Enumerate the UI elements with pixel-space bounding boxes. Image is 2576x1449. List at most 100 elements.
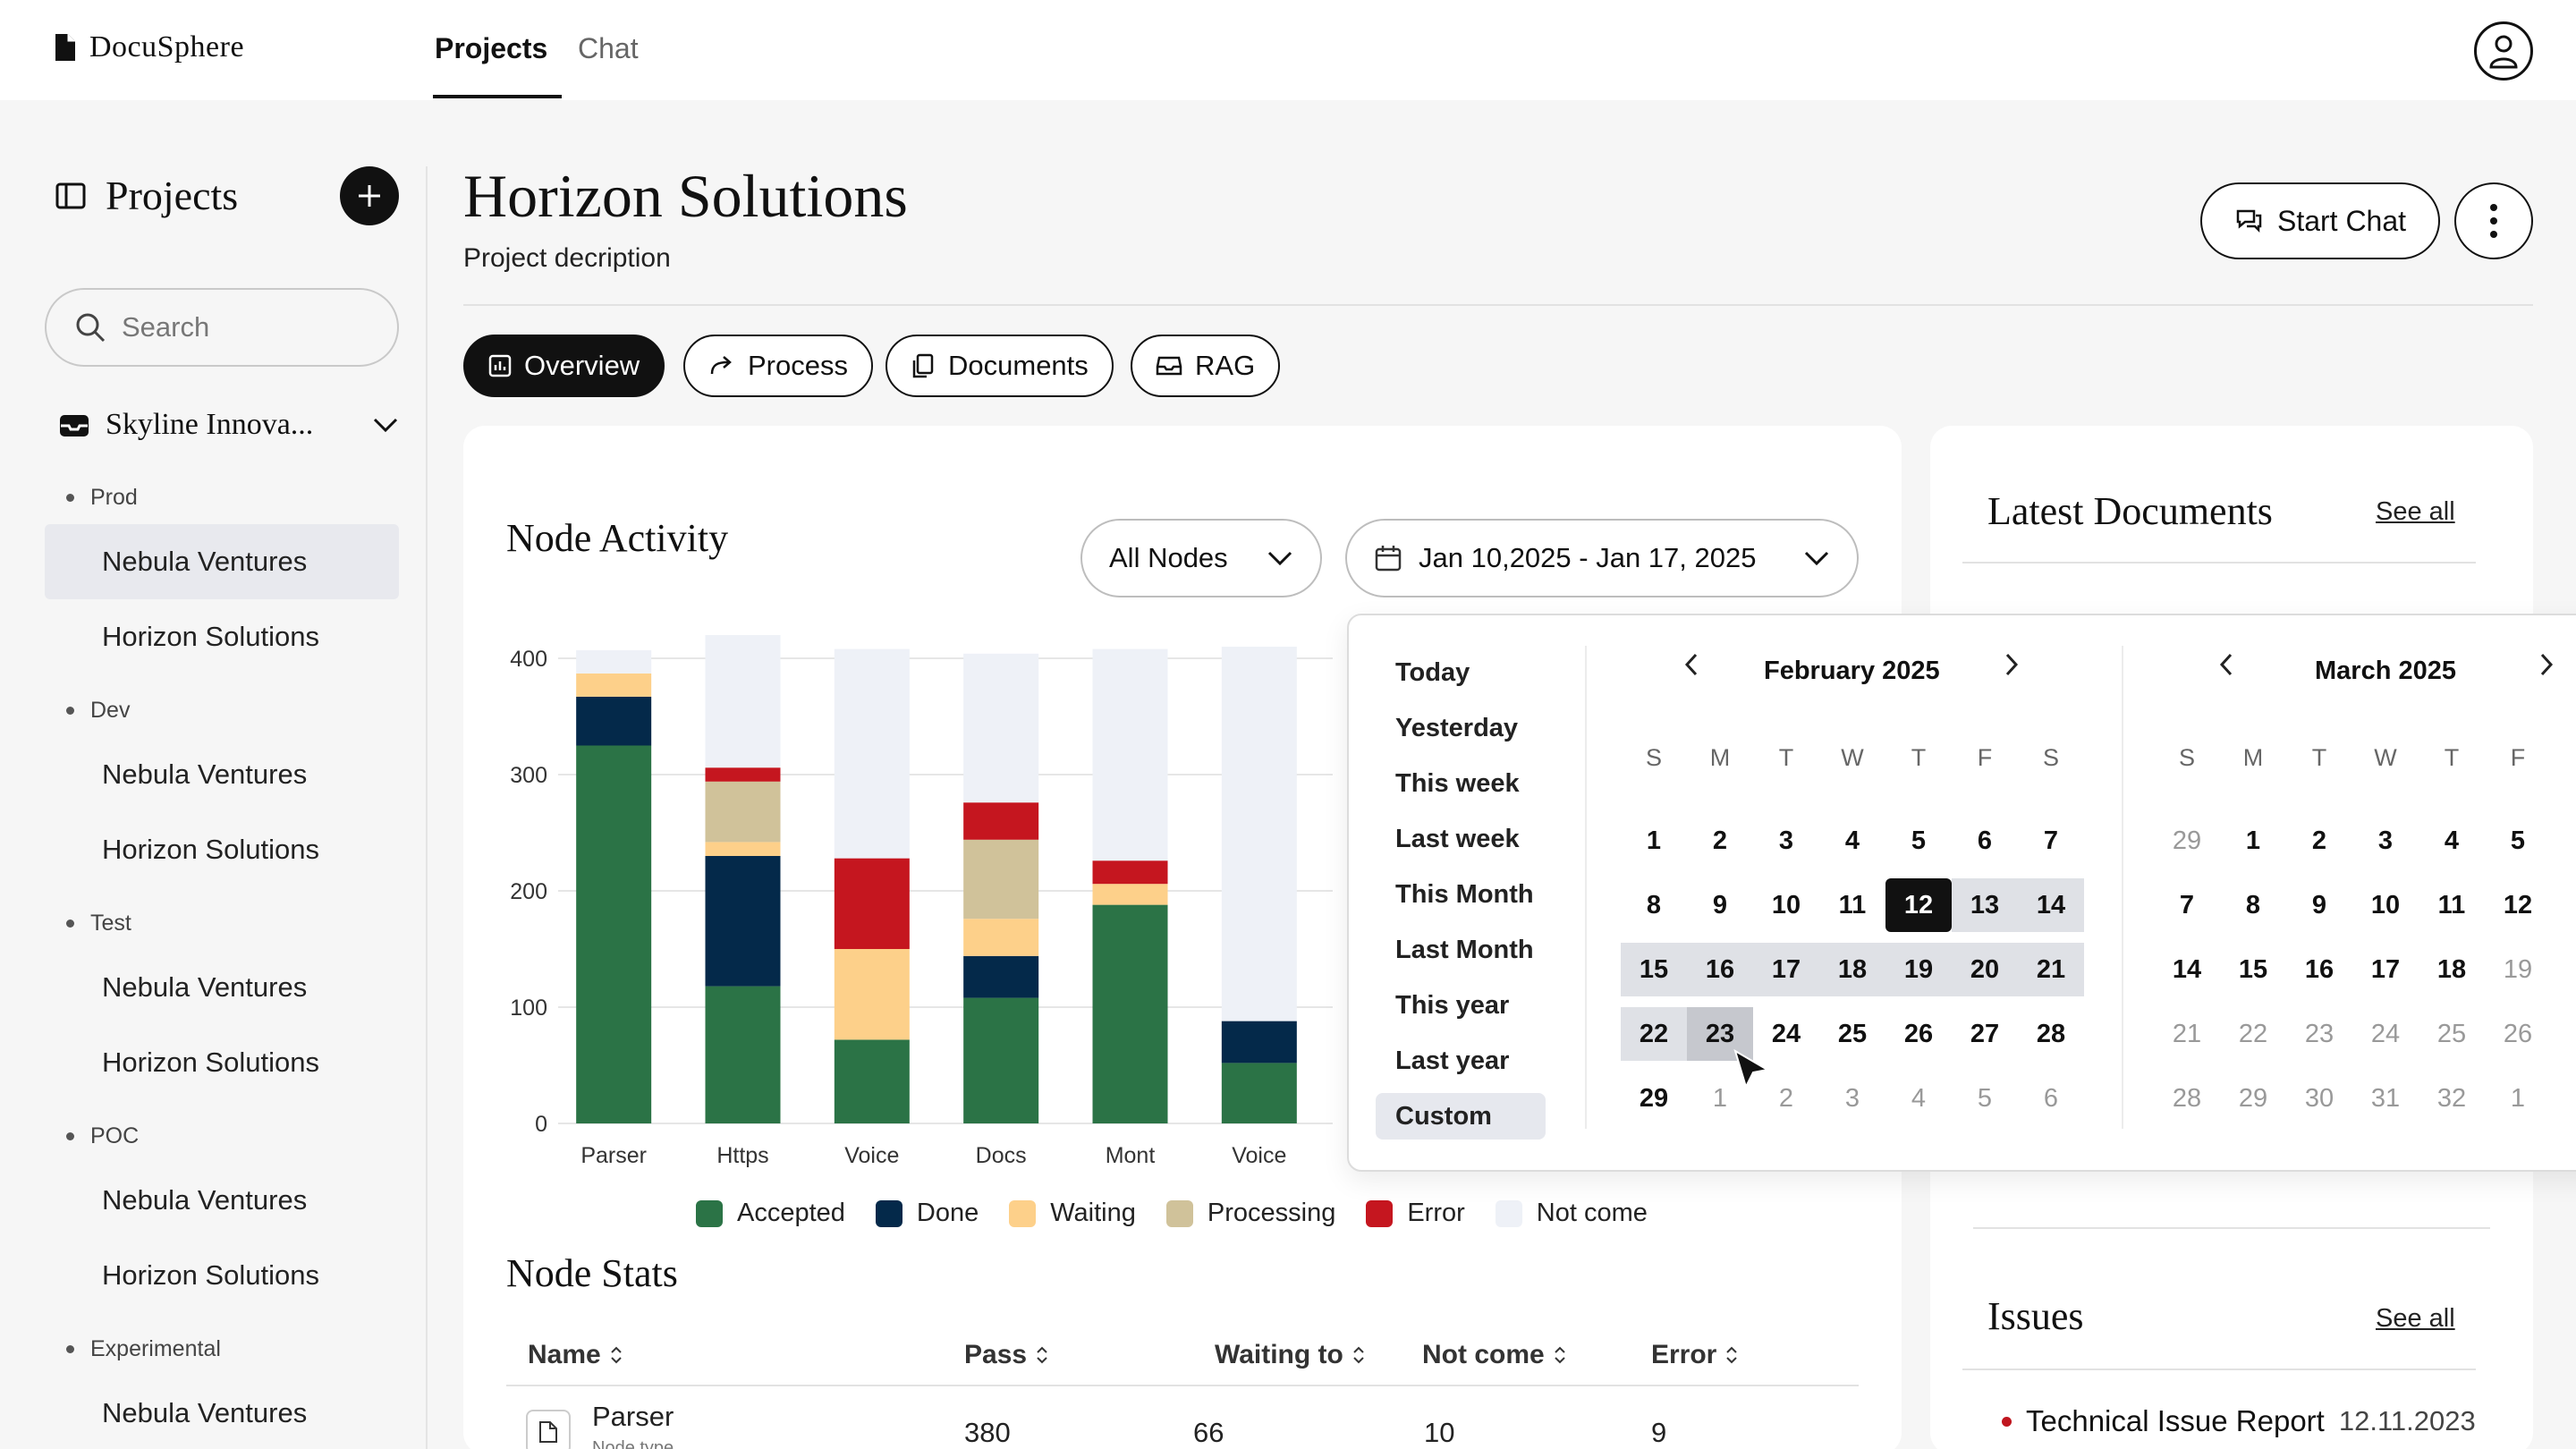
preset-custom[interactable]: Custom: [1376, 1093, 1546, 1140]
calendar-day-disabled[interactable]: 24: [2370, 1019, 2401, 1048]
preset-today[interactable]: Today: [1395, 657, 1470, 687]
legend-item[interactable]: Not come: [1495, 1199, 1648, 1228]
add-project-button[interactable]: [340, 166, 399, 225]
calendar-day[interactable]: 11: [2437, 890, 2466, 919]
calendar-day-in-range[interactable]: 19: [1885, 943, 1952, 996]
calendar-day-outside-month[interactable]: 4: [1911, 1083, 1927, 1113]
calendar-day[interactable]: 4: [1844, 826, 1860, 855]
calendar-day[interactable]: 24: [1771, 1019, 1801, 1048]
calendar-day-disabled[interactable]: 19: [2503, 954, 2533, 984]
calendar-day[interactable]: 2: [1712, 826, 1728, 855]
calendar-day[interactable]: 3: [2377, 826, 2394, 855]
calendar-day-disabled[interactable]: 1: [2510, 1083, 2526, 1113]
calendar-day[interactable]: 5: [1911, 826, 1927, 855]
sidebar-item-nebula-ventures[interactable]: Nebula Ventures: [102, 971, 308, 1003]
sidebar-item-horizon-solutions[interactable]: Horizon Solutions: [102, 1046, 319, 1078]
tab-projects[interactable]: Projects: [435, 32, 548, 64]
issue-item[interactable]: Technical Issue Report 12.11.2023: [2002, 1404, 2476, 1438]
calendar-day-in-range[interactable]: 20: [1952, 943, 2018, 996]
row-name[interactable]: Parser: [592, 1401, 674, 1432]
calendar-day[interactable]: 7: [2043, 826, 2059, 855]
sidebar-item-horizon-solutions[interactable]: Horizon Solutions: [102, 834, 319, 865]
workspace-selector[interactable]: Skyline Innova...: [59, 408, 399, 442]
calendar-day[interactable]: 2: [2311, 826, 2327, 855]
next-month-button[interactable]: [2002, 651, 2021, 678]
latest-documents-see-all-link[interactable]: See all: [2376, 497, 2455, 526]
sidebar-item-horizon-solutions[interactable]: Horizon Solutions: [102, 621, 319, 652]
tab-documents[interactable]: Documents: [886, 335, 1114, 397]
issues-see-all-link[interactable]: See all: [2376, 1304, 2455, 1333]
column-header-name[interactable]: Name: [528, 1340, 623, 1370]
legend-item[interactable]: Error: [1366, 1199, 1465, 1228]
preset-yesterday[interactable]: Yesterday: [1395, 713, 1519, 742]
calendar-day[interactable]: 18: [2436, 954, 2467, 984]
calendar-day-hovered[interactable]: 23: [1687, 1007, 1753, 1061]
calendar-day-disabled[interactable]: 22: [2238, 1019, 2268, 1048]
calendar-day[interactable]: 14: [2172, 954, 2202, 984]
calendar-day-disabled[interactable]: 23: [2304, 1019, 2334, 1048]
calendar-day[interactable]: 1: [2245, 826, 2261, 855]
calendar-day-in-range[interactable]: 16: [1687, 943, 1753, 996]
calendar-day-disabled[interactable]: 26: [2503, 1019, 2533, 1048]
calendar-day-outside-month[interactable]: 2: [1778, 1083, 1794, 1113]
preset-this-month[interactable]: This Month: [1395, 879, 1534, 909]
calendar-day[interactable]: 6: [1977, 826, 1993, 855]
calendar-day-outside-month[interactable]: 5: [1977, 1083, 1993, 1113]
calendar-day-outside-month[interactable]: 1: [1712, 1083, 1728, 1113]
calendar-day-outside-month[interactable]: 6: [2043, 1083, 2059, 1113]
calendar-day-in-range[interactable]: 14: [2018, 878, 2084, 932]
sidebar-item-horizon-solutions[interactable]: Horizon Solutions: [102, 1259, 319, 1291]
calendar-day[interactable]: 12: [2503, 890, 2533, 919]
sidebar-item-nebula-ventures[interactable]: Nebula Ventures: [102, 1184, 308, 1216]
calendar-day[interactable]: 27: [1970, 1019, 2000, 1048]
calendar-day-in-range[interactable]: 21: [2018, 943, 2084, 996]
next-month-button[interactable]: [2537, 651, 2556, 678]
calendar-day-disabled[interactable]: 31: [2370, 1083, 2401, 1113]
calendar-day-disabled[interactable]: 25: [2436, 1019, 2467, 1048]
calendar-day-disabled[interactable]: 30: [2304, 1083, 2334, 1113]
user-avatar-button[interactable]: [2474, 21, 2533, 80]
calendar-day[interactable]: 28: [2036, 1019, 2066, 1048]
preset-last-month[interactable]: Last Month: [1395, 935, 1534, 964]
calendar-day-disabled[interactable]: 21: [2172, 1019, 2202, 1048]
calendar-day[interactable]: 17: [2370, 954, 2401, 984]
search-input[interactable]: [122, 311, 372, 343]
calendar-day[interactable]: 26: [1903, 1019, 1934, 1048]
calendar-day[interactable]: 15: [2238, 954, 2268, 984]
node-filter-dropdown[interactable]: All Nodes: [1080, 519, 1322, 597]
app-logo[interactable]: DocuSphere: [54, 30, 244, 64]
calendar-day[interactable]: 7: [2179, 890, 2195, 919]
tab-chat[interactable]: Chat: [578, 32, 639, 64]
calendar-day-in-range[interactable]: 15: [1621, 943, 1687, 996]
more-options-button[interactable]: [2454, 182, 2533, 259]
sidebar-item-nebula-ventures[interactable]: Nebula Ventures: [102, 1397, 308, 1428]
date-range-dropdown[interactable]: Jan 10,2025 - Jan 17, 2025: [1345, 519, 1859, 597]
calendar-day[interactable]: 10: [1771, 890, 1801, 919]
calendar-day[interactable]: 9: [2311, 890, 2327, 919]
legend-item[interactable]: Waiting: [1009, 1199, 1136, 1228]
sidebar-search[interactable]: [45, 288, 399, 367]
calendar-day[interactable]: 5: [2510, 826, 2526, 855]
calendar-day[interactable]: 1: [1646, 826, 1662, 855]
sidebar-toggle-icon[interactable]: [55, 182, 86, 209]
calendar-day[interactable]: 9: [1712, 890, 1728, 919]
preset-last-year[interactable]: Last year: [1395, 1046, 1510, 1075]
calendar-day-in-range[interactable]: 13: [1952, 878, 2018, 932]
calendar-day-in-range[interactable]: 22: [1621, 1007, 1687, 1061]
sidebar-item-nebula-ventures[interactable]: Nebula Ventures: [45, 524, 399, 599]
column-header-pass[interactable]: Pass: [964, 1340, 1048, 1370]
legend-item[interactable]: Accepted: [696, 1199, 845, 1228]
calendar-day-in-range[interactable]: 17: [1753, 943, 1819, 996]
legend-item[interactable]: Processing: [1165, 1199, 1335, 1228]
calendar-day[interactable]: 4: [2444, 826, 2460, 855]
column-header-not-come[interactable]: Not come: [1422, 1340, 1566, 1370]
calendar-day[interactable]: 10: [2370, 890, 2401, 919]
calendar-day[interactable]: 8: [2245, 890, 2261, 919]
calendar-day-outside-month[interactable]: 29: [2172, 826, 2202, 855]
calendar-day[interactable]: 16: [2304, 954, 2334, 984]
calendar-day[interactable]: 8: [1646, 890, 1662, 919]
tab-rag[interactable]: RAG: [1131, 335, 1281, 397]
previous-month-button[interactable]: [2216, 651, 2236, 678]
preset-last-week[interactable]: Last week: [1395, 824, 1520, 853]
calendar-day-disabled[interactable]: 29: [2238, 1083, 2268, 1113]
